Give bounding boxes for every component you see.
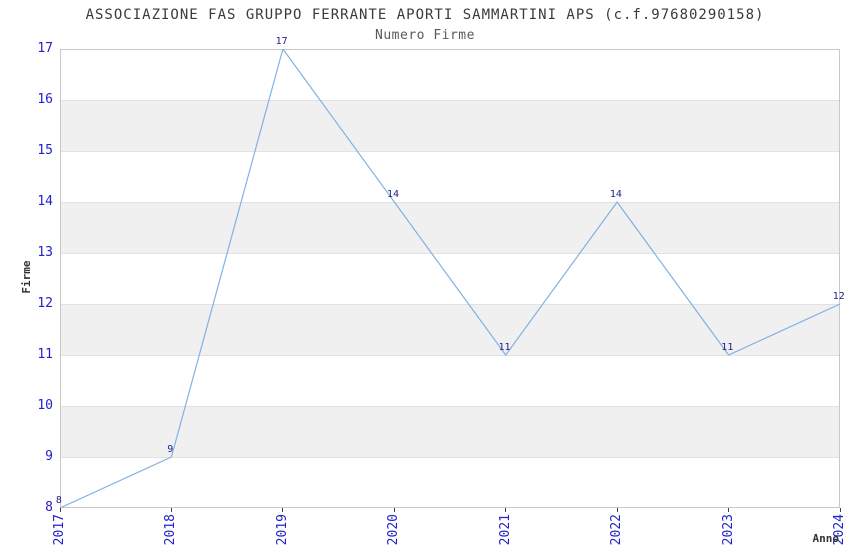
y-tick-label: 8 bbox=[45, 500, 53, 515]
point-value-label: 11 bbox=[498, 342, 511, 353]
point-value-label: 14 bbox=[609, 189, 622, 200]
x-tick-mark bbox=[505, 508, 507, 512]
y-tick-label: 16 bbox=[37, 92, 53, 107]
chart-title: ASSOCIAZIONE FAS GRUPPO FERRANTE APORTI … bbox=[85, 7, 765, 23]
x-tick-mark bbox=[839, 508, 841, 512]
x-tick-label: 2021 bbox=[497, 514, 513, 546]
x-tick-mark bbox=[728, 508, 730, 512]
y-tick-label: 15 bbox=[37, 143, 53, 158]
y-axis-label: Firme bbox=[20, 260, 33, 294]
point-value-label: 9 bbox=[167, 444, 174, 455]
x-tick-label: 2017 bbox=[52, 514, 67, 546]
x-tick-mark bbox=[59, 508, 61, 512]
y-tick-label: 13 bbox=[37, 245, 53, 260]
point-value-label: 14 bbox=[387, 189, 400, 200]
y-tick-label: 9 bbox=[45, 449, 53, 464]
grid-band bbox=[60, 100, 840, 151]
plot-area bbox=[60, 49, 840, 508]
y-tick-label: 11 bbox=[37, 347, 53, 362]
x-axis-label: Anno bbox=[812, 532, 840, 545]
x-tick-mark bbox=[393, 508, 395, 512]
x-tick-label: 2019 bbox=[274, 514, 290, 546]
y-tick-label: 14 bbox=[37, 194, 53, 209]
grid-band bbox=[60, 202, 840, 253]
chart-subtitle: Numero Firme bbox=[375, 28, 475, 43]
x-tick-mark bbox=[170, 508, 172, 512]
x-tick-label: 2018 bbox=[163, 514, 179, 546]
line-series bbox=[60, 49, 840, 508]
x-tick-label: 2020 bbox=[386, 514, 402, 546]
x-tick-mark bbox=[282, 508, 284, 512]
y-tick-label: 17 bbox=[37, 41, 53, 56]
x-tick-mark bbox=[616, 508, 618, 512]
point-value-label: 8 bbox=[55, 495, 62, 506]
y-tick-label: 12 bbox=[37, 296, 53, 311]
grid-band bbox=[60, 406, 840, 457]
plot-border bbox=[60, 49, 840, 508]
y-tick-label: 10 bbox=[37, 398, 53, 413]
point-value-label: 12 bbox=[832, 291, 845, 302]
point-value-label: 11 bbox=[721, 342, 734, 353]
point-value-label: 17 bbox=[275, 36, 288, 47]
x-tick-label: 2023 bbox=[720, 514, 736, 546]
x-tick-label: 2022 bbox=[609, 514, 625, 546]
